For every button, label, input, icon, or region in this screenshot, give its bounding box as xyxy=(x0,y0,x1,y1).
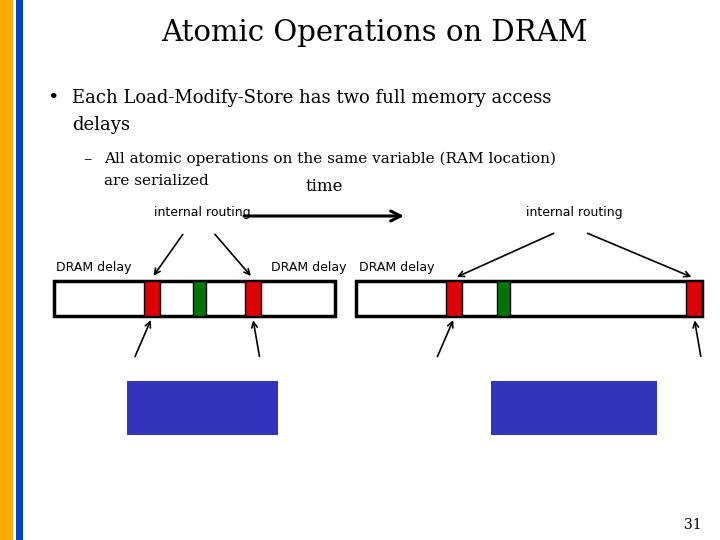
Bar xyxy=(497,281,510,316)
Text: DRAM delay: DRAM delay xyxy=(56,261,132,274)
Text: Each Load-Modify-Store has two full memory access: Each Load-Modify-Store has two full memo… xyxy=(72,89,552,107)
Bar xyxy=(144,281,160,316)
Bar xyxy=(54,281,335,316)
Text: internal routing: internal routing xyxy=(526,206,623,219)
Text: –: – xyxy=(83,151,91,168)
Bar xyxy=(446,281,462,316)
Text: •: • xyxy=(47,89,58,107)
Text: All atomic operations on the same variable (RAM location): All atomic operations on the same variab… xyxy=(104,151,557,166)
Text: delays: delays xyxy=(72,116,130,134)
Bar xyxy=(491,381,657,435)
Text: DRAM delay: DRAM delay xyxy=(271,261,346,274)
Text: internal routing: internal routing xyxy=(154,206,251,219)
Text: time: time xyxy=(305,179,343,195)
Text: atomic operation N: atomic operation N xyxy=(129,400,276,415)
Text: atomic operation N+1: atomic operation N+1 xyxy=(490,400,659,415)
Bar xyxy=(193,281,206,316)
Text: are serialized: are serialized xyxy=(104,174,209,188)
Text: 31: 31 xyxy=(685,518,702,532)
Bar xyxy=(245,281,261,316)
Text: DRAM delay: DRAM delay xyxy=(359,261,434,274)
Text: Atomic Operations on DRAM: Atomic Operations on DRAM xyxy=(161,19,588,47)
Bar xyxy=(686,281,702,316)
Bar xyxy=(356,281,702,316)
Bar xyxy=(127,381,278,435)
